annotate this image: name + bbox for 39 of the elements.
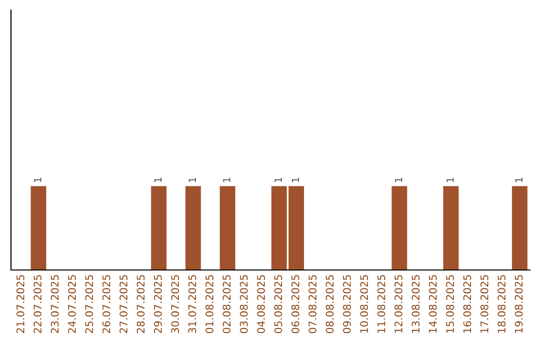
x-tick-label: 19.08.2025	[514, 275, 523, 333]
data-label: 1	[274, 178, 282, 182]
x-tick-label: 14.08.2025	[428, 275, 437, 333]
x-tick-label: 30.07.2025	[171, 275, 180, 334]
x-tick-label: 26.07.2025	[102, 275, 110, 334]
x-tick-label: 13.08.2025	[412, 275, 420, 333]
data-label: 1	[223, 178, 230, 182]
data-label: 1	[154, 178, 162, 182]
x-tick-label: 07.08.2025	[308, 275, 316, 334]
x-tick-label: 10.08.2025	[360, 275, 368, 333]
x-tick-label: 04.08.2025	[257, 275, 265, 334]
x-tick-label: 11.08.2025	[377, 275, 386, 333]
x-tick-label: 01.08.2025	[205, 275, 214, 334]
x-tick-label: 29.07.2025	[154, 275, 162, 334]
x-tick-label: 22.07.2025	[34, 275, 42, 334]
x-tick-label: 15.08.2025	[446, 275, 454, 333]
x-tick-label: 17.08.2025	[480, 275, 488, 333]
x-tick-label: 21.07.2025	[16, 275, 24, 334]
x-tick-label: 08.08.2025	[326, 275, 334, 334]
x-tick-label: 12.08.2025	[394, 275, 402, 333]
x-tick-label: 28.07.2025	[136, 275, 145, 334]
x-tick-label: 03.08.2025	[240, 275, 248, 334]
x-tick-label: 23.07.2025	[50, 275, 59, 334]
x-tick-label: 25.07.2025	[85, 275, 94, 334]
x-tick-label: 09.08.2025	[342, 275, 351, 334]
x-tick-label: 27.07.2025	[120, 275, 128, 334]
x-tick-label: 06.08.2025	[291, 275, 300, 334]
x-tick-label: 05.08.2025	[274, 275, 282, 334]
data-label: 1	[292, 178, 299, 182]
x-tick-label: 31.07.2025	[188, 275, 196, 334]
data-label: 1	[515, 178, 522, 182]
data-label: 1	[188, 178, 196, 182]
data-label: 1	[446, 178, 454, 182]
x-tick-label: 02.08.2025	[222, 275, 231, 334]
data-label: 1	[394, 178, 402, 182]
x-tick-label: 16.08.2025	[463, 275, 472, 333]
data-label: 1	[34, 178, 42, 182]
x-tick-label: 18.08.2025	[498, 275, 506, 333]
x-tick-label: 24.07.2025	[68, 275, 76, 334]
